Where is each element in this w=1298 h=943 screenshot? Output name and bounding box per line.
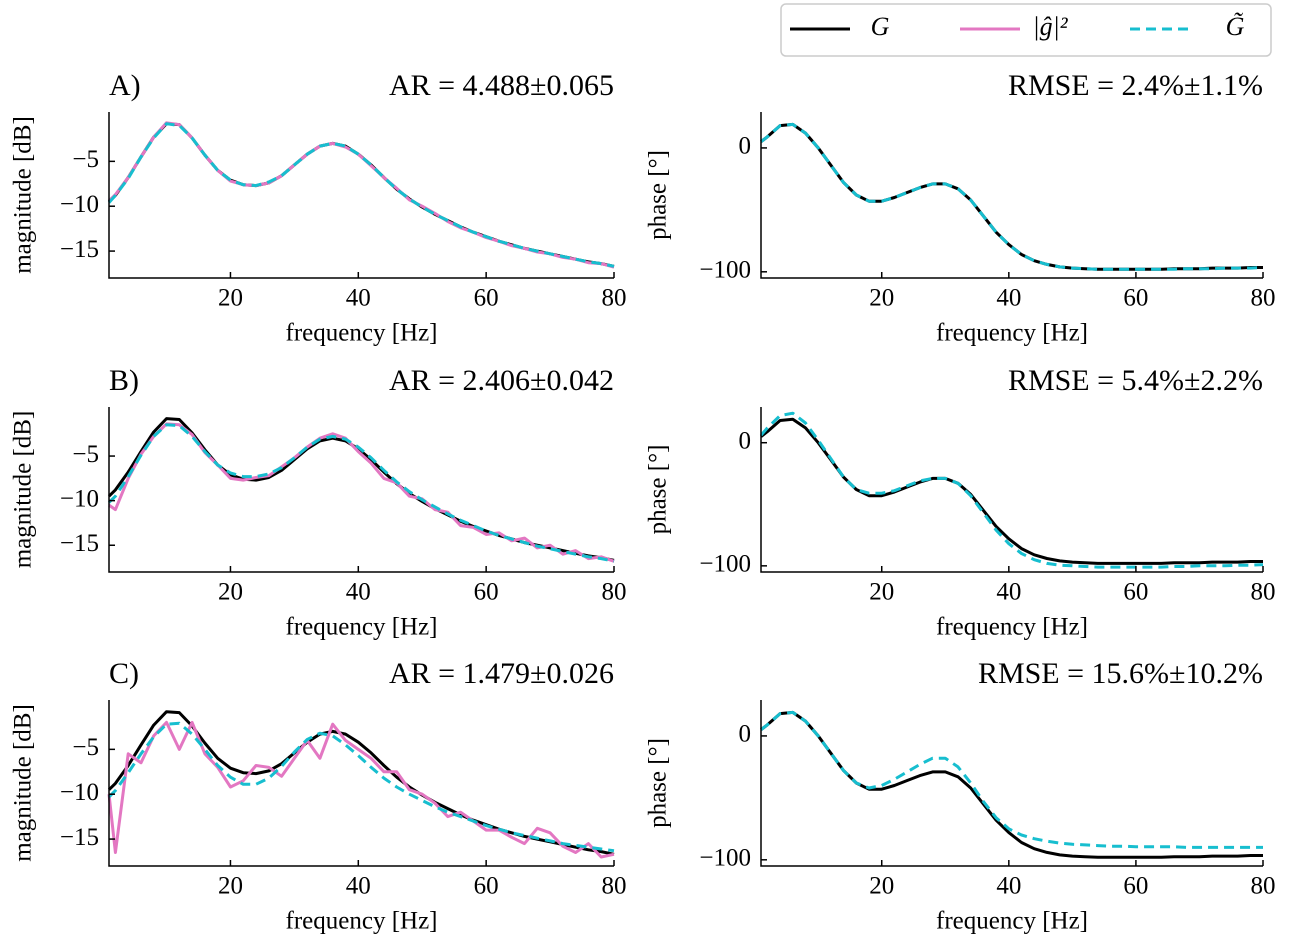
x-tick-label: 20 xyxy=(869,873,894,900)
series-line xyxy=(107,710,615,856)
x-tick-label: 60 xyxy=(1123,873,1148,900)
x-axis-label: frequency [Hz] xyxy=(936,908,1088,935)
y-tick-label: −100 xyxy=(699,257,751,284)
x-axis-label: frequency [Hz] xyxy=(936,614,1088,641)
series-line xyxy=(107,417,615,562)
axis-spine xyxy=(108,112,614,279)
y-tick-label: 0 xyxy=(739,133,752,160)
panel-title: RMSE = 2.4%±1.1% xyxy=(1008,69,1263,102)
x-tick-label: 40 xyxy=(346,285,371,312)
series-line xyxy=(107,122,615,268)
x-tick-label: 80 xyxy=(1251,579,1276,606)
x-tick-label: 80 xyxy=(1251,873,1276,900)
series-line xyxy=(760,122,1263,271)
x-tick-label: 60 xyxy=(474,579,499,606)
x-tick-label: 40 xyxy=(346,873,371,900)
panel-label: A) xyxy=(109,69,141,102)
x-axis-label: frequency [Hz] xyxy=(286,614,438,641)
y-tick-label: −10 xyxy=(60,779,99,806)
axis-spine xyxy=(760,407,1263,573)
x-tick-label: 80 xyxy=(602,285,627,312)
y-tick-label: −100 xyxy=(699,551,751,578)
y-tick-label: 0 xyxy=(739,721,752,748)
legend-label: G̃ xyxy=(1226,12,1245,41)
panel-title: RMSE = 5.4%±2.2% xyxy=(1008,364,1263,397)
axis-spine xyxy=(760,700,1263,867)
series-line xyxy=(107,720,615,859)
x-tick-label: 20 xyxy=(869,579,894,606)
y-axis-label: magnitude [dB] xyxy=(10,704,37,862)
x-axis-label: frequency [Hz] xyxy=(286,320,438,347)
series-line xyxy=(107,121,615,269)
y-tick-label: −5 xyxy=(72,146,99,173)
x-tick-label: 80 xyxy=(1251,285,1276,312)
legend-label: |ĝ|² xyxy=(1032,12,1068,41)
axis-spine xyxy=(108,700,614,867)
series-line xyxy=(108,422,615,563)
y-tick-label: −15 xyxy=(60,236,99,263)
series-line xyxy=(760,417,1263,565)
panel-label: B) xyxy=(109,364,139,397)
x-tick-label: 20 xyxy=(869,285,894,312)
panel-title: AR = 2.406±0.042 xyxy=(389,364,614,397)
axis-spine xyxy=(108,407,614,573)
x-tick-label: 40 xyxy=(996,579,1021,606)
x-tick-label: 80 xyxy=(602,579,627,606)
y-axis-label: phase [°] xyxy=(645,150,672,240)
x-tick-label: 20 xyxy=(218,285,243,312)
x-tick-label: 80 xyxy=(602,873,627,900)
series-line xyxy=(107,423,615,563)
x-tick-label: 20 xyxy=(218,579,243,606)
x-axis-label: frequency [Hz] xyxy=(286,908,438,935)
panel-title: AR = 4.488±0.065 xyxy=(389,69,614,102)
x-tick-label: 20 xyxy=(218,873,243,900)
y-tick-label: −15 xyxy=(60,530,99,557)
legend-box xyxy=(780,3,1272,57)
legend-label: G xyxy=(871,12,890,41)
x-tick-label: 60 xyxy=(1123,285,1148,312)
panel-title: AR = 1.479±0.026 xyxy=(389,657,614,690)
y-axis-label: magnitude [dB] xyxy=(10,411,37,569)
series-line xyxy=(760,122,1264,271)
x-axis-label: frequency [Hz] xyxy=(936,320,1088,347)
series-line xyxy=(759,411,1264,569)
y-tick-label: 0 xyxy=(739,427,752,454)
y-tick-label: −100 xyxy=(699,845,751,872)
y-axis-label: phase [°] xyxy=(645,738,672,828)
x-tick-label: 60 xyxy=(474,285,499,312)
series-line xyxy=(107,721,615,853)
x-tick-label: 40 xyxy=(996,285,1021,312)
panel-label: C) xyxy=(109,657,139,690)
series-line xyxy=(107,122,615,268)
axis-spine xyxy=(760,112,1263,279)
x-tick-label: 40 xyxy=(346,579,371,606)
panel-title: RMSE = 15.6%±10.2% xyxy=(978,657,1263,690)
x-tick-label: 60 xyxy=(1123,579,1148,606)
y-axis-label: phase [°] xyxy=(645,445,672,535)
y-tick-label: −5 xyxy=(72,441,99,468)
series-line xyxy=(760,710,1263,859)
y-tick-label: −5 xyxy=(72,734,99,761)
y-tick-label: −15 xyxy=(60,824,99,851)
y-axis-label: magnitude [dB] xyxy=(10,116,37,274)
y-tick-label: −10 xyxy=(60,191,99,218)
x-tick-label: 60 xyxy=(474,873,499,900)
y-tick-label: −10 xyxy=(60,485,99,512)
series-line xyxy=(760,710,1263,849)
x-tick-label: 40 xyxy=(996,873,1021,900)
